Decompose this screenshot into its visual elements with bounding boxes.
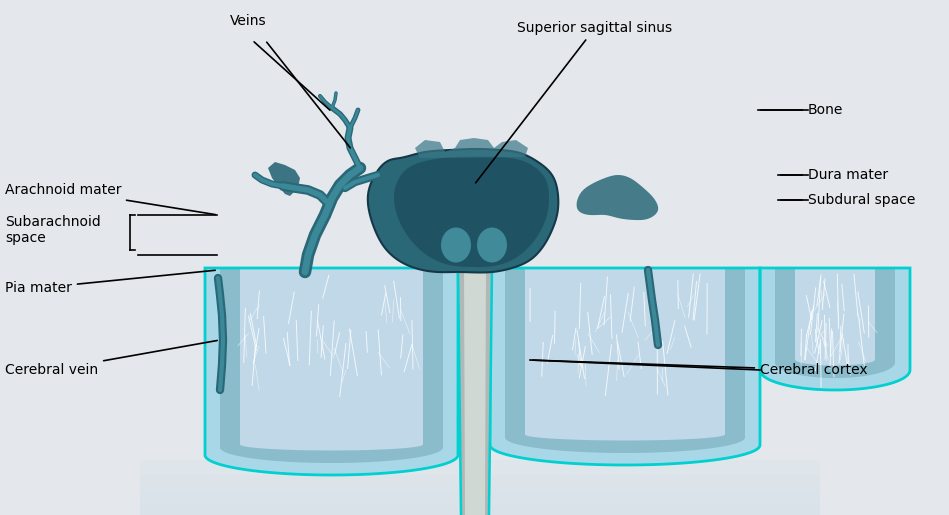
Polygon shape — [464, 268, 486, 515]
Polygon shape — [490, 268, 760, 465]
Text: Subdural space: Subdural space — [781, 193, 916, 207]
Text: Subarachnoid
space: Subarachnoid space — [5, 215, 101, 245]
Polygon shape — [458, 268, 492, 515]
Ellipse shape — [477, 228, 507, 263]
FancyBboxPatch shape — [140, 505, 820, 515]
Text: Pia mater: Pia mater — [5, 270, 215, 295]
Text: Veins: Veins — [230, 14, 267, 28]
Polygon shape — [415, 138, 528, 158]
Polygon shape — [368, 149, 558, 272]
Polygon shape — [505, 268, 745, 453]
Text: Superior sagittal sinus: Superior sagittal sinus — [475, 21, 673, 183]
Polygon shape — [240, 268, 423, 462]
Polygon shape — [268, 162, 300, 196]
Polygon shape — [525, 268, 725, 452]
Text: Cerebral cortex: Cerebral cortex — [532, 360, 867, 377]
FancyBboxPatch shape — [140, 475, 820, 515]
FancyBboxPatch shape — [140, 490, 820, 515]
Polygon shape — [760, 268, 910, 390]
Polygon shape — [394, 156, 549, 267]
Polygon shape — [775, 268, 895, 378]
Text: Bone: Bone — [761, 103, 844, 117]
Polygon shape — [577, 175, 659, 220]
Text: Cerebral vein: Cerebral vein — [5, 340, 217, 377]
FancyBboxPatch shape — [140, 460, 820, 515]
Text: Arachnoid mater: Arachnoid mater — [5, 183, 215, 215]
Polygon shape — [795, 268, 875, 377]
Polygon shape — [205, 268, 458, 475]
Ellipse shape — [441, 228, 471, 263]
Text: Dura mater: Dura mater — [781, 168, 888, 182]
Polygon shape — [220, 268, 443, 463]
